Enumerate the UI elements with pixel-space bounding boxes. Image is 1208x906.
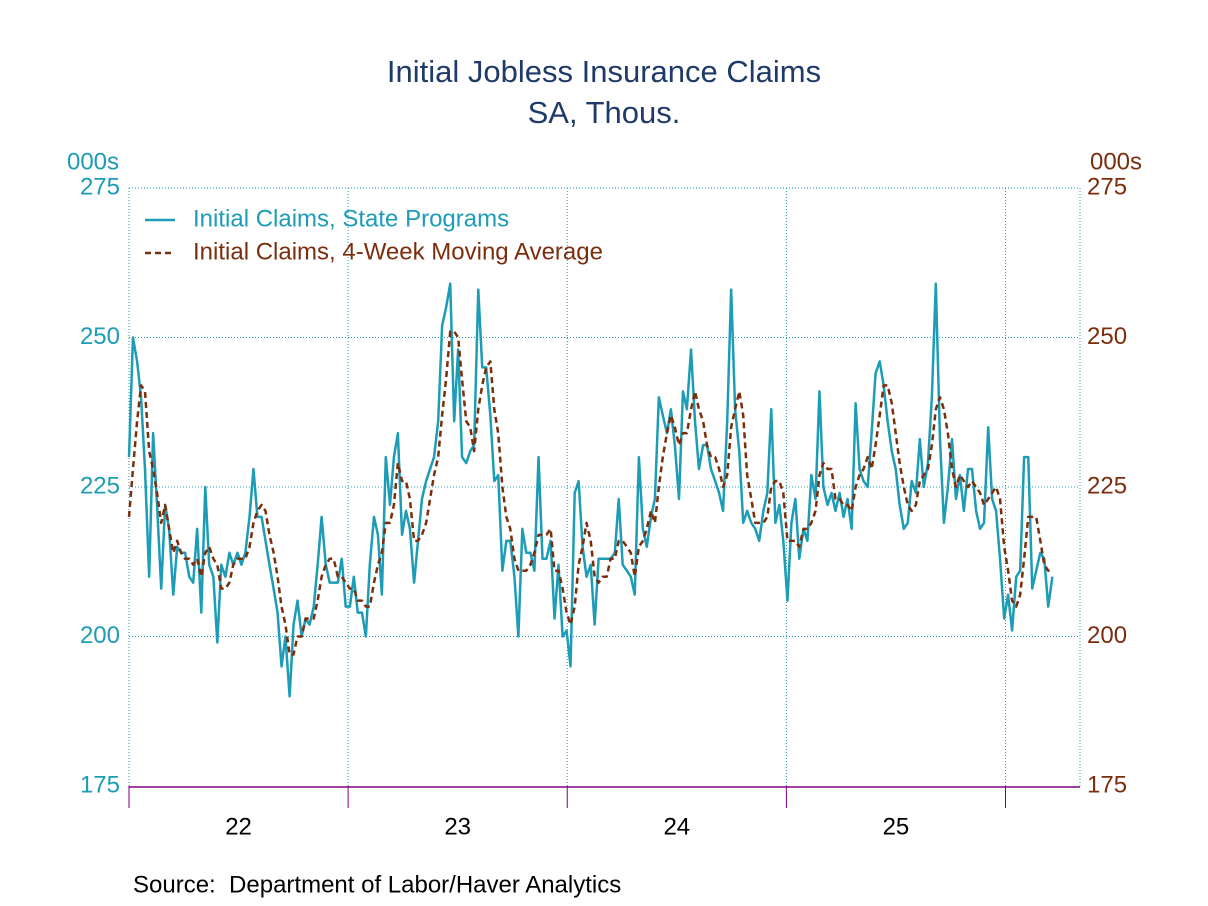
- y-tick-label: 175: [80, 771, 120, 798]
- y-axis-unit: 000s: [67, 148, 119, 175]
- data-line: [127, 282, 1054, 698]
- y2-axis-unit: 000s: [1090, 148, 1142, 175]
- y2-tick-label: 275: [1087, 173, 1127, 200]
- legend-label: Initial Claims, 4-Week Moving Average: [193, 238, 603, 265]
- x-tick-label: 24: [663, 813, 690, 840]
- x-tick-label: 22: [225, 813, 252, 840]
- y2-tick-label: 200: [1087, 622, 1127, 649]
- legend-label: Initial Claims, State Programs: [193, 205, 509, 232]
- y2-tick-label: 250: [1087, 323, 1127, 350]
- x-tick-label: 23: [444, 813, 471, 840]
- y2-tick-label: 175: [1087, 771, 1127, 798]
- y-tick-label: 275: [80, 173, 120, 200]
- y-tick-label: 200: [80, 622, 120, 649]
- chart-title: Initial Jobless Insurance Claims: [387, 54, 821, 89]
- chart-subtitle: SA, Thous.: [528, 95, 681, 130]
- source-note: Source: Department of Labor/Haver Analyt…: [133, 871, 621, 898]
- x-tick-label: 25: [883, 813, 910, 840]
- data-line: [127, 330, 1053, 656]
- y2-tick-label: 225: [1087, 472, 1127, 499]
- y-tick-label: 250: [80, 323, 120, 350]
- y-tick-label: 225: [80, 472, 120, 499]
